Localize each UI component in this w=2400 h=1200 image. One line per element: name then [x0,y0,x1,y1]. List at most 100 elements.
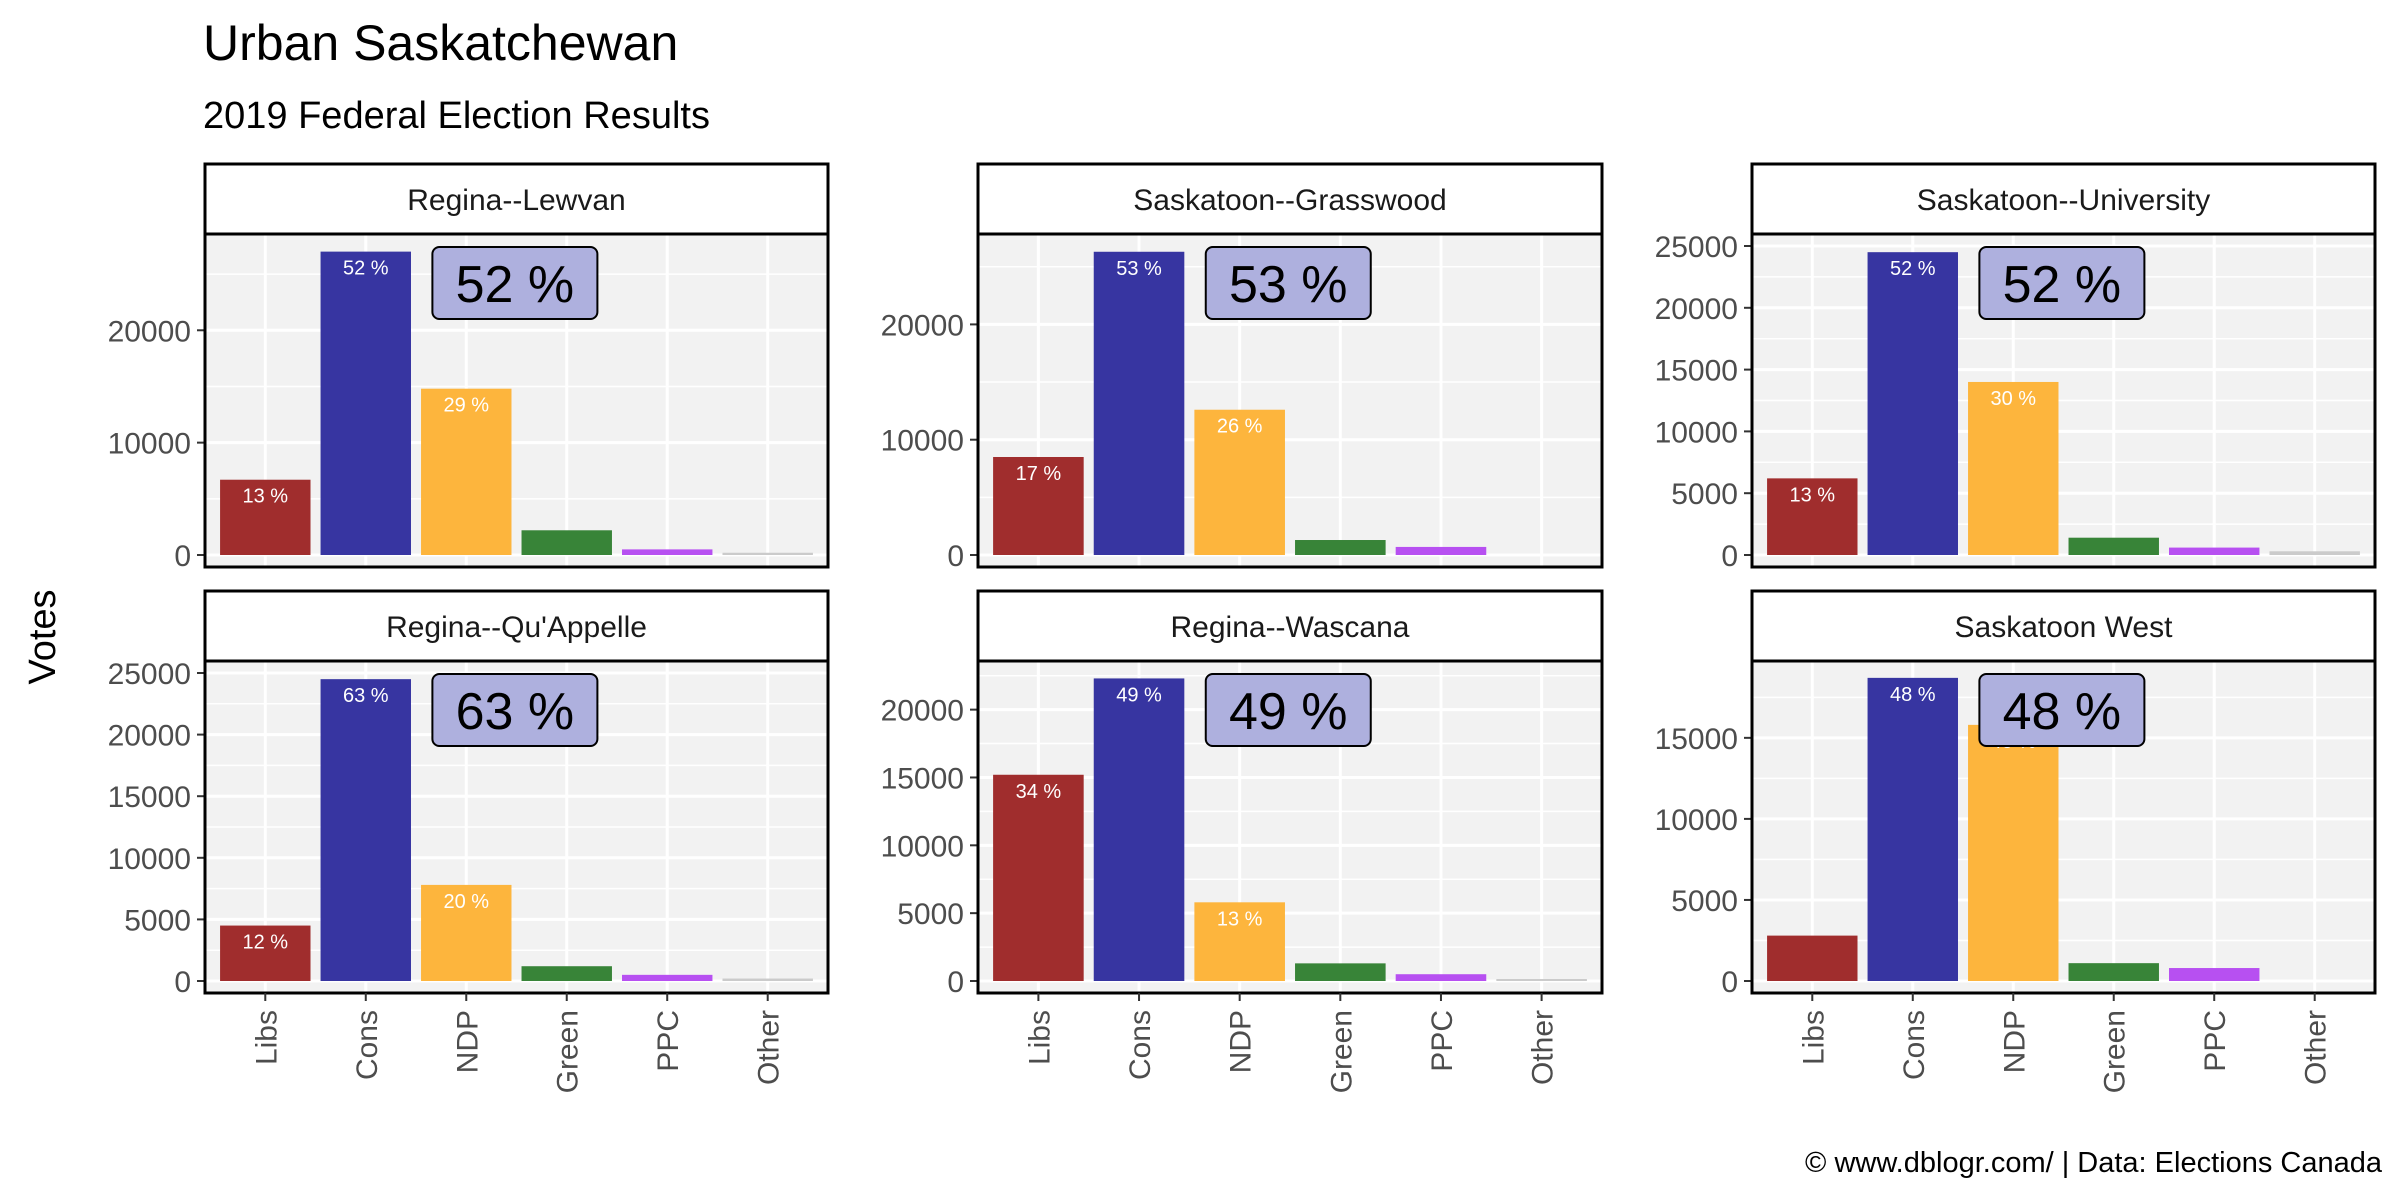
chart-title: Urban Saskatchewan [203,15,678,71]
strip-header [976,589,1604,663]
y-tick-label: 15000 [1655,355,1738,388]
winner-badge [1204,673,1372,747]
bar-cons [1093,678,1185,981]
bar-label: 34 % [1016,781,1062,803]
y-tick-label: 5000 [1671,885,1738,918]
bar-label: 30 % [1990,388,2036,410]
bar-ppc [2169,968,2260,981]
strip-title: Saskatoon--Grasswood [1133,184,1446,217]
bar-ndp [1194,902,1285,981]
bar-libs [1767,478,1858,555]
panel-border [976,232,1604,569]
x-tick-label: PPC [652,1010,685,1072]
y-tick-label: 10000 [1655,804,1738,837]
x-tick-label: Other [2300,1010,2333,1085]
panel-border [1750,232,2377,569]
strip-title: Saskatoon West [1955,611,2174,644]
x-tick-label: NDP [1998,1010,2031,1073]
bar-ppc [622,549,713,555]
winner-badge-text: 53 % [1229,256,1348,314]
x-tick-label: NDP [1225,1010,1258,1073]
bar-other [722,552,813,555]
winner-badge [1978,673,2146,747]
panel-border [203,659,830,995]
bar-ndp [1194,409,1285,555]
strip-header [203,589,830,663]
source-caption: © www.dblogr.com/ | Data: Elections Cana… [1805,1147,2383,1179]
x-tick-label: Green [552,1010,585,1093]
panel-saskatoon-grasswood: Saskatoon--Grasswood 0 10000 20000 17 % 53 % 2… [881,162,1604,573]
y-tick-label: 10000 [108,843,191,876]
y-tick-label: 0 [1721,540,1738,573]
winner-badge [431,673,599,747]
y-axis-label: Votes [22,589,64,684]
y-tick-label: 10000 [1655,416,1738,449]
y-tick-label: 20000 [881,695,964,728]
bar-label: 63 % [343,685,389,707]
y-tick-label: 0 [947,540,964,573]
panel-regina-lewvan: Regina--Lewvan 0 10000 20000 13 % 52 % 29 % 52 … [108,162,830,573]
panel-saskatoon-university: Saskatoon--University 0 5000 10000 15000 2000… [1655,162,2377,573]
bar-label: 13 % [242,486,288,508]
bar-green [2068,963,2159,981]
y-tick-label: 10000 [881,425,964,458]
x-tick-label: Libs [1023,1010,1056,1065]
bar-cons [320,679,411,981]
panel-border [1750,659,2377,995]
chart-subtitle: 2019 Federal Election Results [203,95,710,137]
x-tick-label: Other [753,1010,786,1085]
strip-title: Regina--Wascana [1171,611,1410,644]
strip-title: Saskatoon--University [1917,184,2210,217]
bar-ndp [421,884,512,981]
x-tick-label: Cons [1898,1010,1931,1080]
strip-title: Regina--Qu'Appelle [386,611,647,644]
y-tick-label: 0 [174,966,191,999]
winner-badge [1978,246,2146,320]
x-tick-label: Cons [1124,1010,1157,1080]
strip-header [1750,589,2377,663]
y-tick-label: 5000 [897,898,964,931]
bar-label: 12 % [242,932,288,954]
panel-border [976,659,1604,995]
y-tick-label: 20000 [108,720,191,753]
winner-badge-text: 52 % [2003,256,2122,314]
winner-badge-text: 63 % [456,683,575,741]
panel-regina-qu-appelle: Regina--Qu'Appelle 0 5000 10000 15000 20000 25… [108,589,830,1093]
bar-label: 48 % [1890,684,1936,706]
bar-ppc [622,974,713,981]
winner-badge [431,246,599,320]
bar-libs [1767,935,1858,981]
bar-label: 20 % [443,891,489,913]
winner-badge-text: 52 % [456,256,575,314]
bar-ppc [1395,546,1487,555]
x-tick-label: PPC [1426,1010,1459,1072]
x-tick-label: Green [2099,1010,2132,1093]
strip-header [203,162,830,236]
bar-libs [220,479,311,555]
bar-ppc [1395,974,1487,981]
facet-panels: Regina--Lewvan 0 10000 20000 13 % 52 % 29 % 52 … [108,162,2377,1093]
bar-other [722,978,813,981]
bar-libs [993,774,1084,981]
y-tick-label: 20000 [108,315,191,348]
y-tick-label: 25000 [1655,231,1738,264]
winner-badge [1204,246,1372,320]
y-tick-label: 25000 [108,658,191,691]
y-tick-label: 5000 [124,904,191,937]
y-tick-label: 15000 [1655,723,1738,756]
x-tick-label: PPC [2199,1010,2232,1072]
x-tick-label: Cons [351,1010,384,1080]
bar-cons [1867,252,1958,555]
bar-other [1496,979,1587,981]
bar-label: 52 % [343,258,389,280]
bar-label: 29 % [443,395,489,417]
bar-ndp [1968,724,2059,981]
strip-header [976,162,1604,236]
y-tick-label: 10000 [108,428,191,461]
winner-badge-text: 49 % [1229,683,1348,741]
bar-label: 52 % [1890,258,1936,280]
y-tick-label: 15000 [108,781,191,814]
y-tick-label: 15000 [881,762,964,795]
panel-border [203,232,830,569]
